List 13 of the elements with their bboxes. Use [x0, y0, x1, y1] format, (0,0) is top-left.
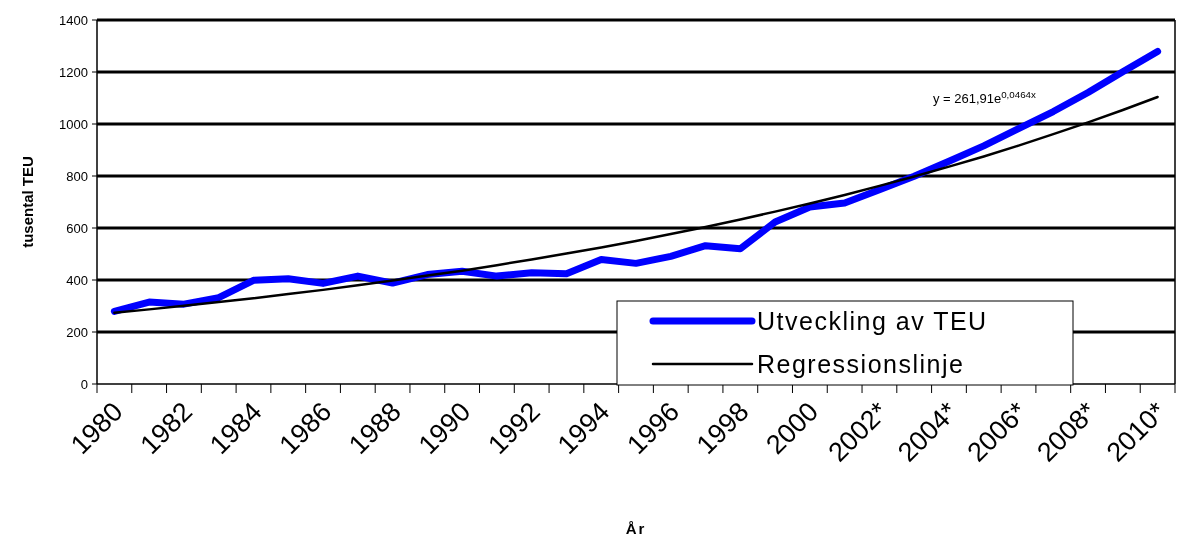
y-axis-title: tusental TEU [19, 156, 36, 248]
y-tick-label: 0 [80, 376, 88, 392]
annotation: y = 261,91e$^{0,0464x}$ [932, 88, 1037, 107]
y-tick-label: 1400 [59, 12, 88, 28]
y-tick-label: 1200 [59, 64, 88, 80]
legend-label: Utveckling av TEU [757, 306, 988, 335]
y-tick-label: 600 [66, 220, 88, 236]
y-tick-label: 1000 [59, 116, 88, 132]
y-tick-label: 200 [66, 324, 88, 340]
x-axis-title: År [625, 520, 647, 537]
y-tick-label: 400 [66, 272, 88, 288]
y-tick-label: 800 [66, 168, 88, 184]
legend-label: Regressionslinje [757, 349, 965, 378]
